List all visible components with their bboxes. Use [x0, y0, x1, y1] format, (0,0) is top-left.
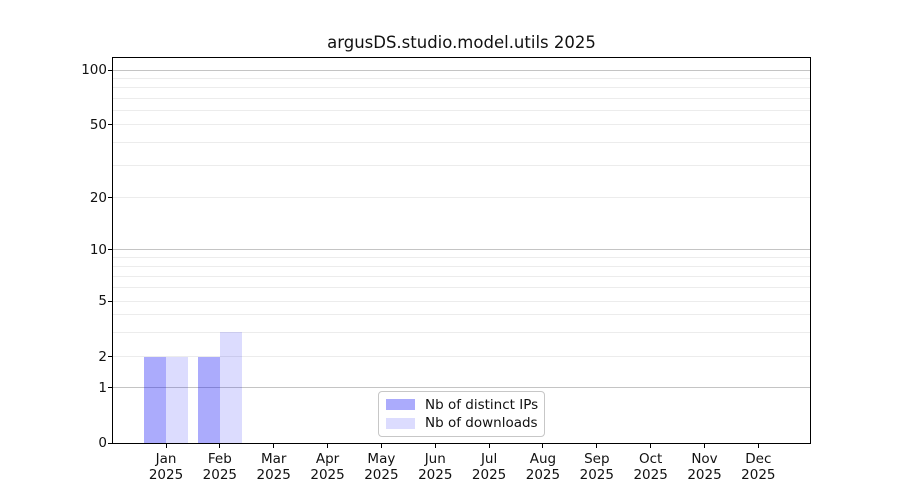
- bar-feb-downloads: [219, 332, 242, 443]
- gridline-40: [113, 142, 810, 144]
- x-tick-apr: [327, 444, 329, 448]
- x-tick-label-jun: Jun 2025: [418, 451, 453, 483]
- legend-swatch-downloads: [386, 417, 415, 429]
- y-tick-label-100: 100: [81, 62, 107, 78]
- legend-label-distinct-ips: Nb of distinct IPs: [425, 396, 539, 413]
- y-tick-10: [108, 249, 112, 251]
- bar-jan-distinct-ips: [144, 356, 166, 443]
- y-tick-1: [108, 387, 112, 389]
- y-tick-label-1: 1: [98, 379, 107, 396]
- x-tick-label-aug: Aug 2025: [525, 451, 561, 483]
- y-tick-5: [108, 300, 112, 302]
- gridline-5: [113, 300, 810, 302]
- gridline-20: [113, 197, 810, 199]
- gridline-1: [113, 387, 810, 389]
- x-tick-oct: [650, 444, 652, 448]
- x-tick-aug: [542, 444, 544, 448]
- plot-area: [112, 57, 811, 444]
- x-tick-label-dec: Dec 2025: [741, 451, 776, 483]
- x-tick-label-jul: Jul 2025: [471, 451, 507, 483]
- x-tick-label-may: May 2025: [364, 451, 399, 483]
- x-tick-mar: [273, 444, 275, 448]
- gridline-50: [113, 124, 810, 126]
- chart-title: argusDS.studio.model.utils 2025: [327, 33, 596, 52]
- y-tick-label-5: 5: [98, 293, 107, 309]
- y-tick-label-10: 10: [89, 241, 107, 258]
- legend-swatch-distinct-ips: [386, 399, 415, 411]
- legend: Nb of distinct IPs Nb of downloads: [378, 391, 545, 437]
- x-tick-may: [380, 444, 382, 448]
- bar-feb-distinct-ips: [197, 356, 220, 443]
- gridline-10: [113, 249, 810, 251]
- gridline-60: [113, 110, 810, 112]
- x-tick-jul: [488, 444, 490, 448]
- gridline-9: [113, 257, 810, 259]
- x-tick-feb: [219, 444, 221, 448]
- x-tick-label-apr: Apr 2025: [310, 451, 345, 483]
- y-tick-label-50: 50: [89, 116, 107, 133]
- y-tick-label-0: 0: [98, 435, 107, 451]
- y-tick-20: [108, 197, 112, 199]
- gridline-70: [113, 97, 810, 99]
- x-tick-dec: [757, 444, 759, 448]
- x-tick-label-sep: Sep 2025: [579, 451, 614, 483]
- x-tick-sep: [596, 444, 598, 448]
- x-tick-nov: [704, 444, 705, 448]
- y-tick-50: [108, 124, 112, 126]
- gridline-7: [113, 275, 810, 277]
- x-tick-label-mar: Mar 2025: [256, 451, 291, 483]
- legend-entry-distinct-ips: Nb of distinct IPs: [386, 396, 539, 413]
- y-tick-2: [108, 356, 112, 358]
- legend-entry-downloads: Nb of downloads: [386, 415, 538, 432]
- y-tick-label-20: 20: [89, 189, 107, 206]
- gridline-6: [113, 287, 810, 289]
- x-tick-label-oct: Oct 2025: [633, 451, 668, 483]
- gridline-4: [113, 314, 810, 316]
- legend-label-downloads: Nb of downloads: [425, 415, 538, 432]
- bar-jan-downloads: [166, 356, 188, 443]
- gridline-100: [113, 69, 810, 71]
- x-tick-label-nov: Nov 2025: [687, 451, 722, 483]
- gridline-30: [113, 165, 810, 167]
- y-tick-0: [108, 442, 112, 444]
- y-tick-100: [108, 69, 112, 71]
- y-tick-label-2: 2: [98, 348, 107, 365]
- gridline-2: [113, 356, 810, 358]
- gridline-90: [113, 77, 810, 79]
- gridline-8: [113, 265, 810, 267]
- x-tick-jan: [165, 444, 167, 448]
- x-tick-jun: [434, 444, 436, 448]
- gridline-80: [113, 87, 810, 89]
- x-tick-label-feb: Feb 2025: [202, 451, 238, 483]
- x-tick-label-jan: Jan 2025: [148, 451, 184, 483]
- gridline-3: [113, 331, 810, 333]
